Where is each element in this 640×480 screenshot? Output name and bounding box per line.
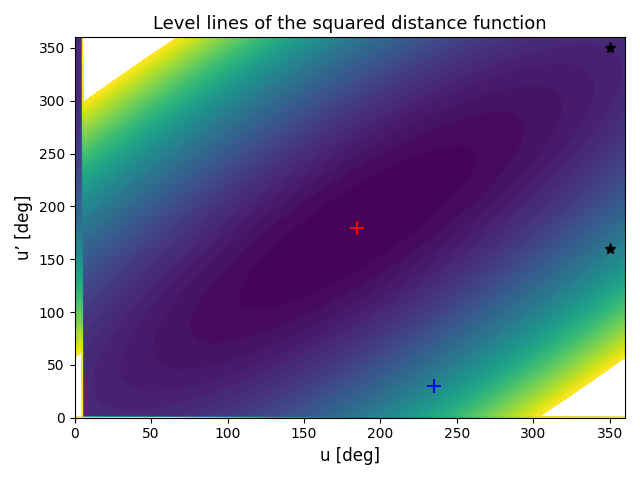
Y-axis label: u’ [deg]: u’ [deg] (15, 195, 33, 260)
Title: Level lines of the squared distance function: Level lines of the squared distance func… (153, 15, 547, 33)
X-axis label: u [deg]: u [deg] (320, 447, 380, 465)
